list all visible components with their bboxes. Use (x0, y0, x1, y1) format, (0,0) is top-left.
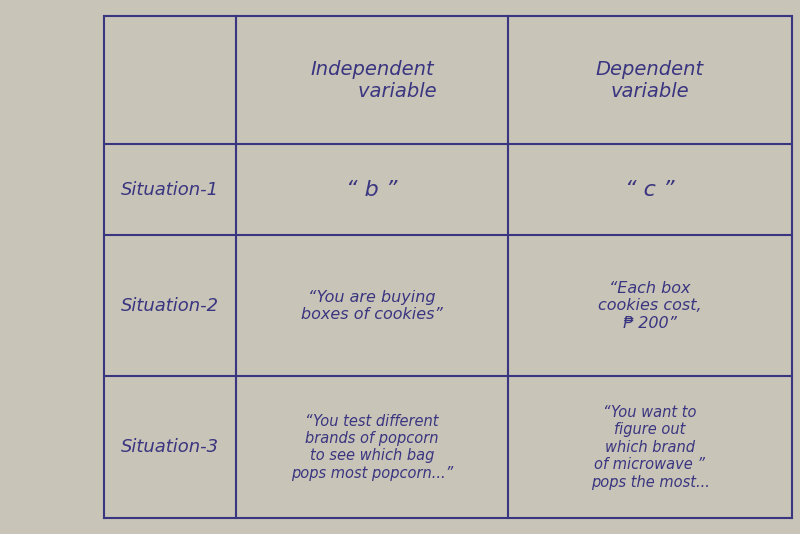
Text: “Each box
cookies cost,
₱ 200”: “Each box cookies cost, ₱ 200” (598, 281, 702, 331)
Text: “ b ”: “ b ” (346, 179, 398, 200)
Text: Independent
        variable: Independent variable (308, 60, 436, 100)
Text: Situation-3: Situation-3 (121, 438, 219, 456)
Text: Dependent
variable: Dependent variable (596, 60, 704, 100)
Text: “You want to
figure out
which brand
of microwave ”
pops the most...: “You want to figure out which brand of m… (590, 405, 710, 490)
Text: “You test different
brands of popcorn
to see which bag
pops most popcorn...”: “You test different brands of popcorn to… (291, 414, 453, 481)
Text: Situation-1: Situation-1 (121, 180, 219, 199)
Text: “ c ”: “ c ” (626, 179, 674, 200)
Text: Situation-2: Situation-2 (121, 297, 219, 315)
Text: “You are buying
boxes of cookies”: “You are buying boxes of cookies” (301, 289, 443, 322)
